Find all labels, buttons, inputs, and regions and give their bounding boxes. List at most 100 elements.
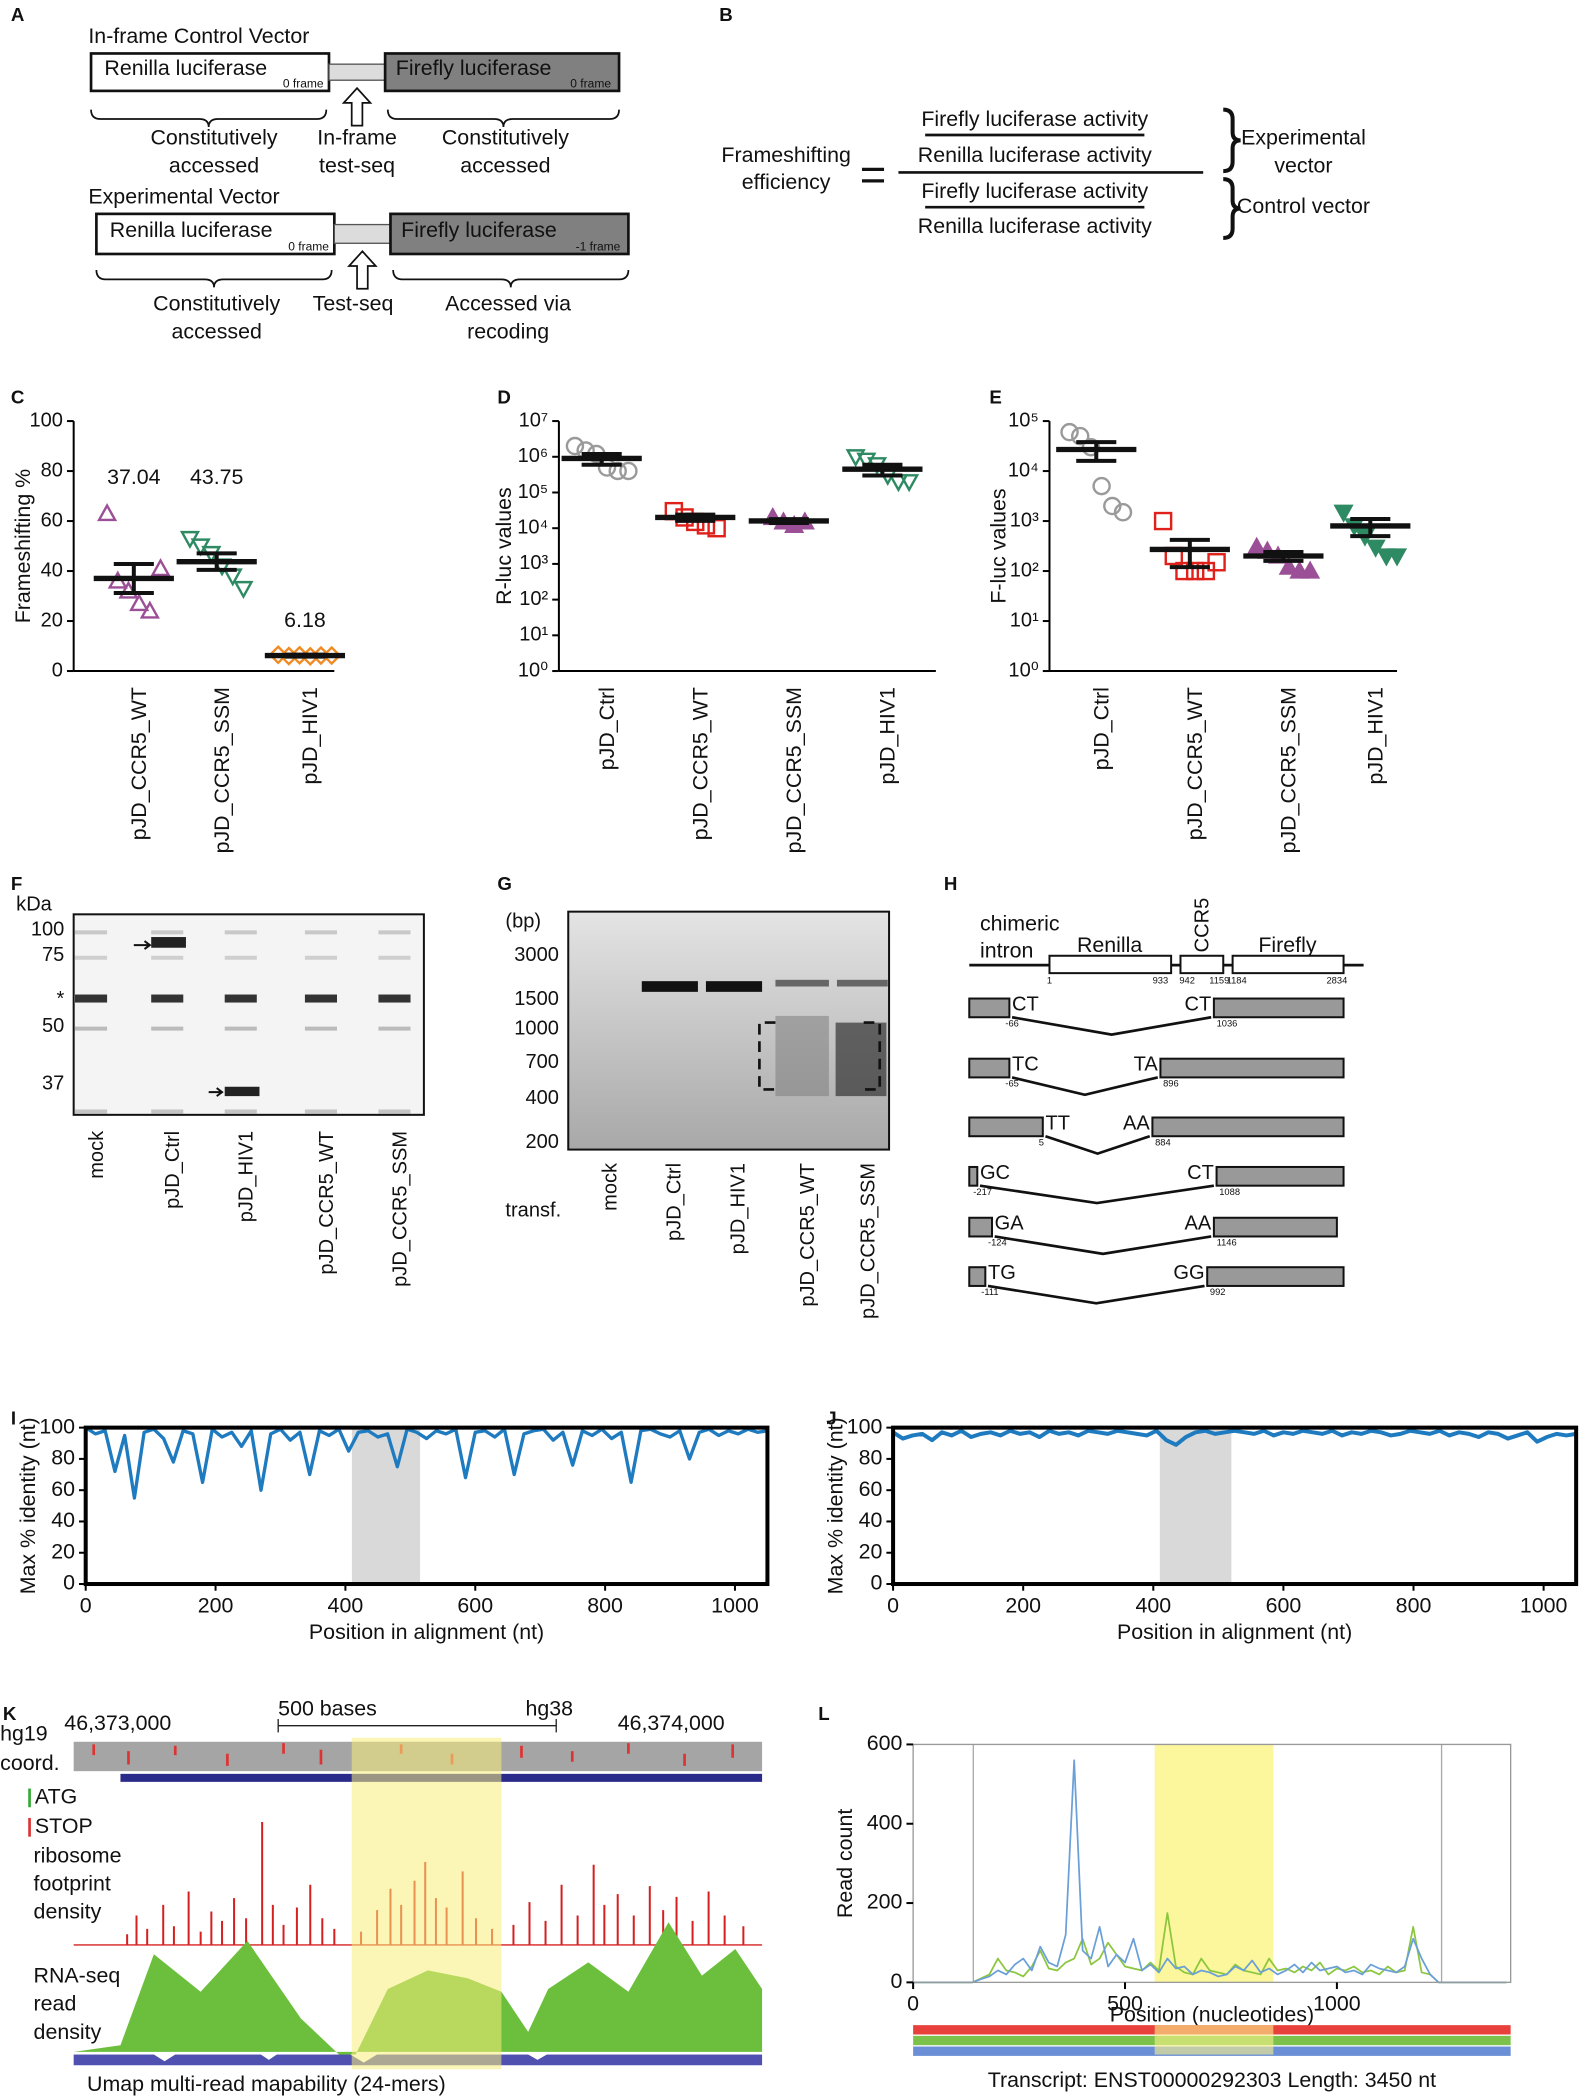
point: [97, 503, 118, 522]
x-tick-label: pJD_CCR5_SSM: [782, 687, 806, 853]
panel-label: E: [989, 386, 1001, 407]
label: 1159: [1209, 976, 1229, 986]
exon-box: [968, 1216, 994, 1238]
label: coord.: [0, 1751, 59, 1775]
label: GG: [1173, 1262, 1204, 1284]
panel-label: L: [818, 1703, 829, 1724]
panel-label: K: [3, 1703, 17, 1724]
label: Firefly: [1258, 933, 1316, 957]
label: 0 frame: [283, 76, 324, 90]
label: vector: [1274, 154, 1332, 178]
label: 933: [1153, 976, 1169, 986]
label: CT: [1012, 994, 1039, 1016]
label: CT: [1184, 994, 1211, 1016]
x-tick-label: 800: [587, 1593, 623, 1617]
y-tick-label: 40: [859, 1508, 883, 1532]
y-tick-label: 0: [63, 1571, 75, 1595]
label: STOP: [35, 1814, 93, 1838]
label: 1: [1047, 976, 1052, 986]
label: Accessed via: [445, 291, 571, 315]
y-tick-label: 0: [870, 1571, 882, 1595]
y-tick-label: 40: [51, 1508, 75, 1532]
y-tick-label: 10¹: [519, 624, 548, 646]
point: [1185, 561, 1205, 581]
y-tick-label: 60: [859, 1477, 883, 1501]
label: AA: [1123, 1112, 1150, 1134]
x-tick-label: pJD_CCR5_SSM: [1277, 687, 1301, 853]
gel-smear: [775, 1015, 829, 1097]
y-tick-label: 20: [859, 1539, 883, 1563]
label: -66: [1005, 1018, 1019, 1028]
y-tick-label: 10⁰: [1008, 659, 1038, 681]
label: 3000: [514, 944, 559, 966]
plot-frame: [891, 1425, 1579, 1587]
label: Renilla: [1077, 933, 1142, 957]
y-tick-label: 10²: [519, 588, 548, 610]
exon-box: [1151, 1116, 1345, 1138]
y-axis-label: Read count: [833, 1809, 857, 1918]
gel-band: [151, 937, 186, 948]
label: kDa: [16, 893, 53, 915]
x-tick-label: pJD_HIV1: [1364, 687, 1388, 784]
caption: Transcript: ENST00000292303 Length: 3450…: [988, 2068, 1436, 2092]
label: Frameshifting: [721, 143, 850, 167]
label: Constitutively: [150, 126, 277, 150]
label: test-seq: [319, 154, 395, 178]
plot-frame: [83, 1425, 770, 1587]
label: Renilla luciferase activity: [918, 143, 1152, 167]
panel-label: G: [497, 873, 512, 894]
x-tick-label: pJD_Ctrl: [595, 687, 619, 770]
gel-band: [224, 930, 257, 935]
label: 1146: [1217, 1238, 1237, 1248]
gel-band: [75, 955, 108, 960]
label: 1000: [514, 1018, 559, 1040]
label: 2834: [1326, 976, 1347, 986]
panel-label: C: [11, 386, 25, 407]
point: [1386, 548, 1408, 567]
label: 700: [525, 1051, 558, 1073]
label: Firefly luciferase activity: [921, 107, 1148, 131]
label: Renilla luciferase: [110, 218, 273, 242]
label: -1 frame: [576, 239, 621, 253]
brace: [95, 269, 333, 288]
lane-label: pJD_Ctrl: [663, 1163, 685, 1241]
point: [150, 558, 171, 577]
gel-band: [151, 994, 184, 1003]
gel-band: [224, 1086, 260, 1097]
y-tick-label: 10⁶: [518, 445, 549, 467]
label: ribosome: [34, 1843, 122, 1867]
point: [565, 436, 585, 456]
label: -111: [981, 1287, 998, 1297]
gel-band: [378, 1026, 411, 1031]
label: CCR5: [1191, 898, 1213, 953]
brace: [1223, 107, 1241, 174]
label: 46,373,000: [64, 1711, 171, 1735]
y-axis-label: Max % identity (nt): [16, 1417, 40, 1594]
gel-band: [224, 1026, 257, 1031]
gel-band: [304, 930, 338, 935]
gel-bracket: [758, 1021, 882, 1091]
ccr5-box: [1179, 954, 1225, 975]
y-axis-label: Max % identity (nt): [824, 1417, 848, 1594]
y-tick-label: 10⁵: [518, 481, 549, 503]
label: GC: [980, 1162, 1010, 1184]
lane-label: pJD_CCR5_WT: [316, 1131, 338, 1275]
shaded-region: [1159, 1427, 1232, 1585]
y-tick-label: 10⁴: [1008, 459, 1039, 481]
label: 884: [1155, 1137, 1171, 1147]
y-tick-label: 20: [51, 1539, 75, 1563]
lane-label: mock: [86, 1130, 108, 1179]
y-tick-label: 100: [30, 409, 63, 431]
point: [129, 593, 150, 612]
point: [1175, 561, 1194, 581]
panel-label: B: [719, 4, 733, 25]
exon-box: [1215, 1165, 1345, 1187]
label: density: [34, 2020, 102, 2044]
lane-label: mock: [599, 1162, 621, 1211]
y-tick-label: 100: [847, 1414, 883, 1438]
label: intron: [980, 938, 1033, 962]
point: [1103, 496, 1122, 516]
gel-band: [151, 930, 184, 935]
point: [233, 580, 254, 600]
shaded-region: [1154, 1744, 1274, 1983]
